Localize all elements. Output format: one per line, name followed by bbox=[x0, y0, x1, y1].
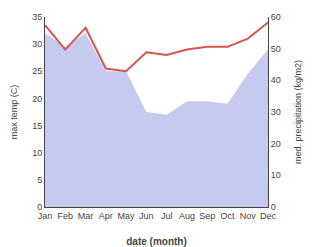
svg-text:25: 25 bbox=[32, 66, 42, 76]
svg-text:30: 30 bbox=[32, 39, 42, 49]
svg-text:May: May bbox=[118, 211, 136, 221]
svg-text:35: 35 bbox=[32, 12, 42, 22]
svg-text:10: 10 bbox=[32, 148, 42, 158]
svg-text:date (month): date (month) bbox=[126, 236, 187, 247]
svg-text:10: 10 bbox=[271, 170, 281, 180]
svg-text:5: 5 bbox=[37, 175, 42, 185]
svg-text:Apr: Apr bbox=[99, 211, 113, 221]
svg-text:max temp (C): max temp (C) bbox=[9, 85, 19, 140]
svg-text:Jan: Jan bbox=[38, 211, 53, 221]
svg-text:Jun: Jun bbox=[139, 211, 154, 221]
svg-text:Jul: Jul bbox=[161, 211, 173, 221]
svg-text:Feb: Feb bbox=[58, 211, 74, 221]
svg-text:20: 20 bbox=[271, 139, 281, 149]
svg-text:Mar: Mar bbox=[78, 211, 94, 221]
svg-text:15: 15 bbox=[32, 121, 42, 131]
svg-text:50: 50 bbox=[271, 44, 281, 54]
svg-text:Aug: Aug bbox=[179, 211, 195, 221]
svg-text:60: 60 bbox=[271, 12, 281, 22]
svg-text:Oct: Oct bbox=[220, 211, 235, 221]
svg-text:40: 40 bbox=[271, 75, 281, 85]
svg-text:med. precipitation (kg/m2): med. precipitation (kg/m2) bbox=[293, 60, 303, 164]
svg-text:20: 20 bbox=[32, 94, 42, 104]
svg-text:30: 30 bbox=[271, 107, 281, 117]
svg-text:0: 0 bbox=[271, 202, 276, 212]
svg-text:Sep: Sep bbox=[199, 211, 215, 221]
svg-text:Dec: Dec bbox=[260, 211, 277, 221]
svg-text:0: 0 bbox=[37, 202, 42, 212]
svg-text:Nov: Nov bbox=[240, 211, 257, 221]
